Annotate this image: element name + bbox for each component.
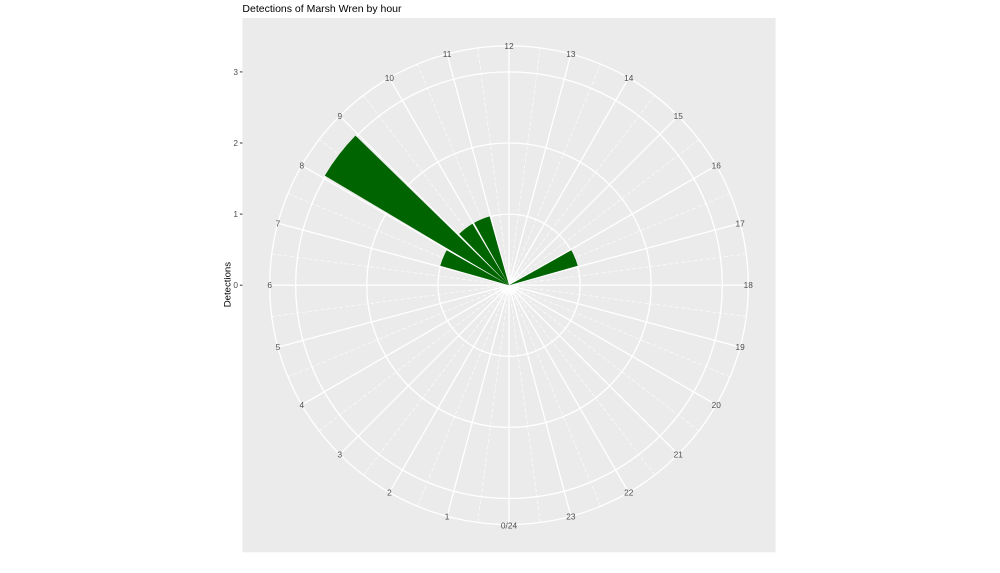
- svg-text:15: 15: [674, 111, 684, 121]
- svg-text:7: 7: [276, 218, 281, 228]
- svg-text:9: 9: [337, 111, 342, 121]
- svg-text:2: 2: [387, 487, 392, 497]
- svg-text:5: 5: [276, 342, 281, 352]
- svg-text:Detections of Marsh Wren by ho: Detections of Marsh Wren by hour: [242, 3, 402, 15]
- svg-text:1: 1: [445, 511, 450, 521]
- svg-text:8: 8: [299, 161, 304, 171]
- svg-text:0/24: 0/24: [501, 521, 518, 531]
- svg-text:21: 21: [674, 449, 684, 459]
- svg-text:10: 10: [385, 73, 395, 83]
- svg-text:12: 12: [504, 41, 514, 51]
- svg-text:1: 1: [233, 209, 238, 219]
- svg-text:14: 14: [624, 73, 634, 83]
- svg-text:23: 23: [566, 511, 576, 521]
- svg-text:20: 20: [712, 400, 722, 410]
- svg-text:16: 16: [712, 161, 722, 171]
- svg-text:11: 11: [443, 49, 452, 59]
- svg-text:0: 0: [233, 280, 238, 290]
- svg-text:4: 4: [299, 400, 304, 410]
- svg-text:6: 6: [267, 280, 272, 290]
- svg-text:13: 13: [566, 49, 576, 59]
- svg-text:2: 2: [233, 138, 238, 148]
- svg-text:19: 19: [735, 342, 745, 352]
- svg-text:22: 22: [624, 487, 634, 497]
- svg-text:18: 18: [744, 280, 754, 290]
- svg-text:Detections: Detections: [223, 262, 234, 308]
- svg-text:17: 17: [735, 218, 745, 228]
- svg-text:3: 3: [233, 67, 238, 77]
- svg-text:3: 3: [337, 449, 342, 459]
